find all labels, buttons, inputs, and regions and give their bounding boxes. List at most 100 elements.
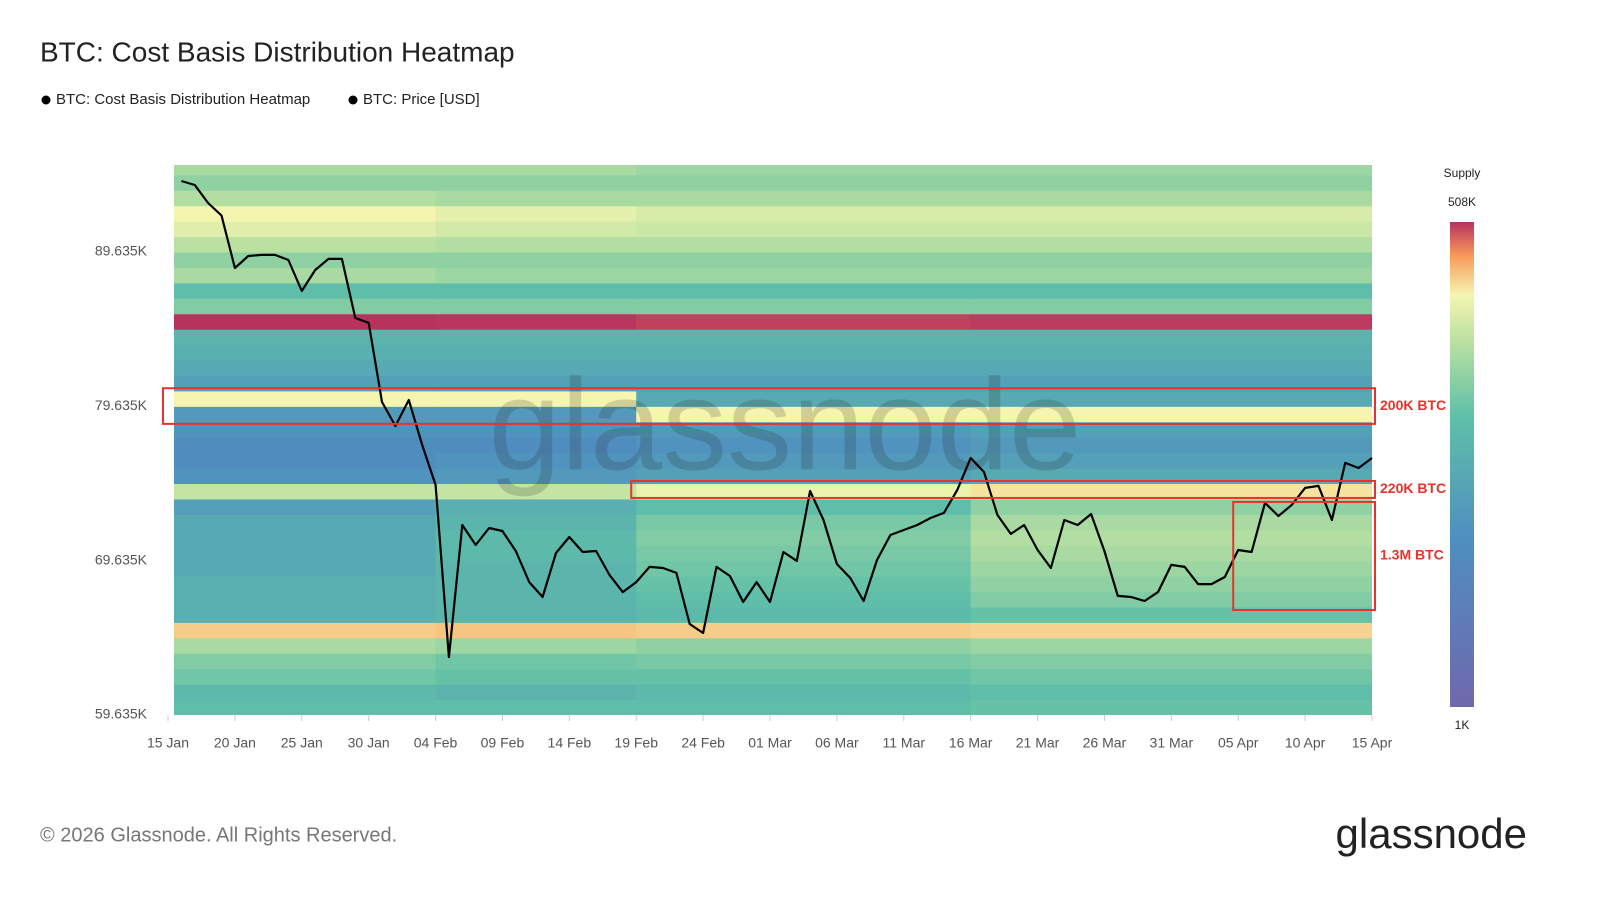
legend-marker — [348, 95, 358, 105]
y-tick-label: 69.635K — [95, 551, 148, 567]
heat-cell — [435, 560, 637, 577]
heat-cell — [174, 529, 437, 546]
heat-cell — [970, 390, 1372, 407]
heat-cell — [970, 514, 1372, 531]
heat-cell — [174, 344, 437, 361]
heat-cell — [636, 174, 972, 191]
x-tick-label: 30 Jan — [348, 735, 390, 751]
heat-cell — [970, 406, 1372, 423]
x-tick-label: 10 Apr — [1285, 735, 1326, 751]
heat-cell — [435, 622, 637, 639]
heat-cell — [174, 668, 437, 685]
heat-cell — [970, 529, 1372, 546]
colorbar-min-label: 1K — [1455, 718, 1470, 732]
heat-cell — [970, 668, 1372, 685]
heat-cell — [636, 622, 972, 639]
heat-cell — [636, 360, 972, 376]
heat-cell — [435, 205, 637, 222]
heat-cell — [435, 699, 637, 715]
x-tick-label: 04 Feb — [414, 735, 458, 751]
y-tick-label: 89.635K — [95, 243, 148, 259]
heat-cell — [636, 637, 972, 654]
heat-cell — [636, 329, 972, 346]
heat-cell — [636, 560, 972, 577]
heat-cell — [435, 576, 637, 593]
heat-cell — [636, 165, 972, 176]
heat-cell — [970, 190, 1372, 207]
heat-cell — [636, 699, 972, 715]
heat-cell — [174, 174, 437, 191]
heat-cell — [435, 591, 637, 608]
heat-cell — [636, 282, 972, 299]
heat-cell — [970, 165, 1372, 176]
heat-cell — [636, 344, 972, 361]
x-tick-label: 09 Feb — [481, 735, 525, 751]
heat-cell — [174, 498, 437, 515]
heat-cell — [435, 514, 637, 531]
heat-cell — [636, 606, 972, 623]
footer: © 2026 Glassnode. All Rights Reserved. — [40, 824, 397, 846]
heat-cell — [435, 190, 637, 207]
heat-cell — [636, 452, 972, 469]
heat-cell — [970, 282, 1372, 299]
heat-cell — [970, 267, 1372, 284]
heat-cell — [174, 545, 437, 562]
y-tick-label: 79.635K — [95, 397, 148, 413]
heat-cell — [970, 313, 1372, 330]
heat-cell — [435, 221, 637, 238]
heat-cell — [174, 329, 437, 346]
heat-cell — [435, 267, 637, 284]
annotation-box — [162, 387, 1376, 425]
legend-marker — [41, 95, 51, 105]
heat-cell — [435, 498, 637, 515]
heat-cell — [970, 684, 1372, 701]
heat-cell — [636, 267, 972, 284]
heat-cell — [970, 205, 1372, 222]
x-tick-label: 14 Feb — [548, 735, 592, 751]
heat-cell — [970, 174, 1372, 191]
heat-cell — [174, 653, 437, 670]
heat-cell — [970, 421, 1372, 438]
heat-cell — [174, 406, 437, 423]
x-tick-label: 01 Mar — [748, 735, 792, 751]
heat-cell — [435, 252, 637, 268]
heat-cell — [174, 468, 437, 485]
heat-cell — [970, 653, 1372, 670]
heat-cell — [435, 329, 637, 346]
heat-cell — [174, 360, 437, 376]
heat-cell — [435, 606, 637, 623]
heat-cell — [970, 637, 1372, 654]
heat-cell — [174, 252, 437, 268]
heat-cell — [174, 165, 437, 176]
heat-cell — [435, 313, 637, 330]
heat-cell — [970, 483, 1372, 500]
heat-cell — [174, 298, 437, 315]
heat-cell — [174, 421, 437, 438]
heat-cell — [636, 437, 972, 454]
heat-cell — [174, 684, 437, 701]
heat-cell — [174, 514, 437, 531]
heat-cell — [970, 252, 1372, 268]
heat-cell — [435, 282, 637, 299]
x-tick-label: 06 Mar — [815, 735, 859, 751]
heatmap — [174, 165, 1372, 715]
heat-cell — [174, 452, 437, 469]
legend-label[interactable]: BTC: Price [USD] — [363, 91, 480, 108]
heat-cell — [636, 236, 972, 253]
heat-cell — [174, 637, 437, 654]
legend-label[interactable]: BTC: Cost Basis Distribution Heatmap — [56, 91, 310, 108]
heat-cell — [174, 483, 437, 500]
heat-cell — [435, 468, 637, 485]
heat-cell — [174, 560, 437, 577]
x-tick-label: 21 Mar — [1016, 735, 1060, 751]
heat-cell — [970, 576, 1372, 593]
colorbar — [1450, 222, 1474, 707]
heat-cell — [636, 576, 972, 593]
heat-cell — [970, 236, 1372, 253]
heat-cell — [636, 545, 972, 562]
heat-cell — [970, 545, 1372, 562]
heat-cell — [435, 452, 637, 469]
heat-cell — [970, 560, 1372, 577]
